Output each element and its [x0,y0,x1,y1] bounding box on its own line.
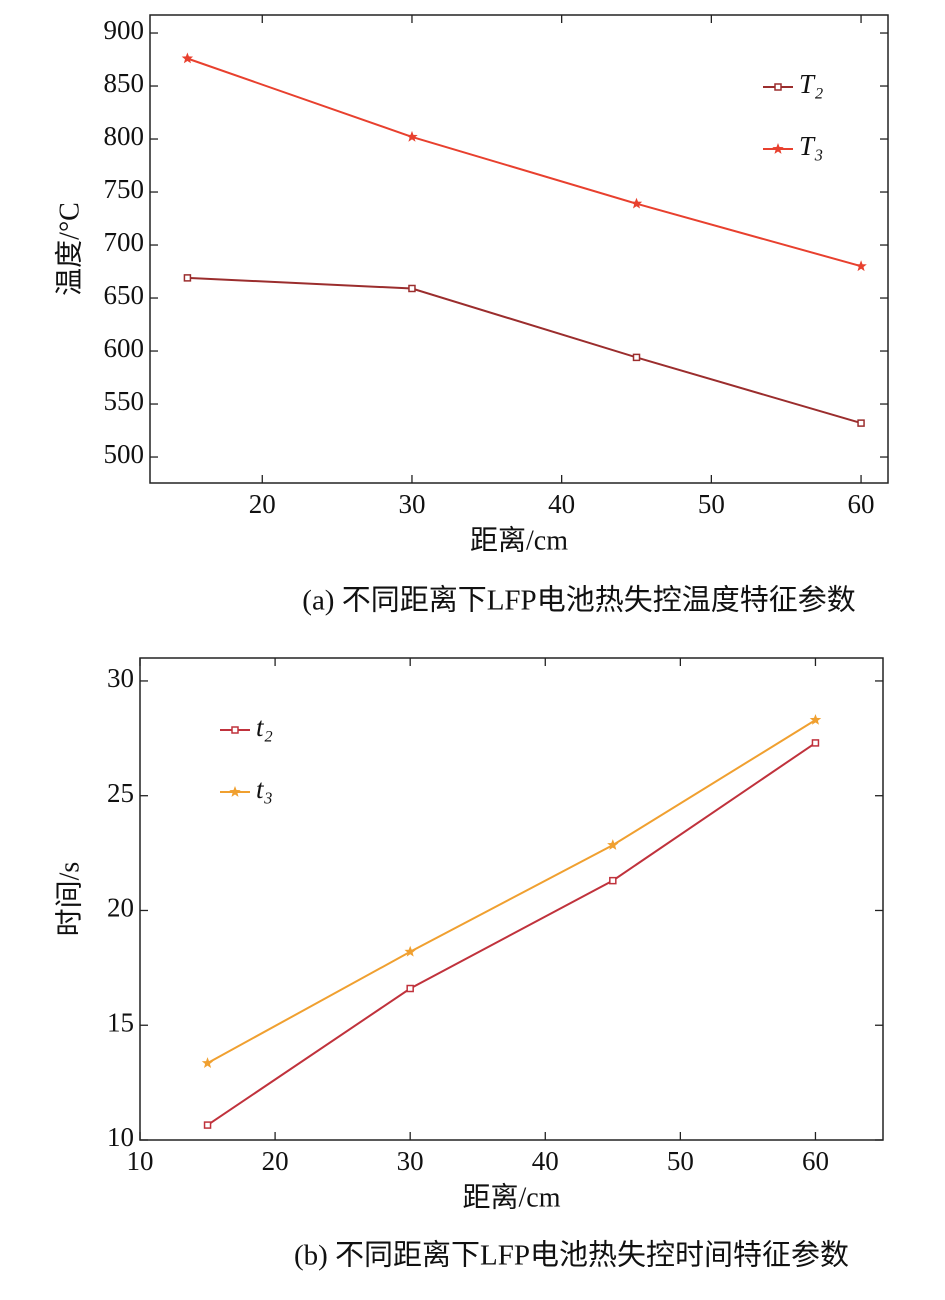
plot-frame [139,657,884,1141]
series-line [206,742,817,1126]
y-axis-label: 时间/s [53,862,85,937]
star-marker [855,260,867,272]
square-marker [406,984,414,993]
x-tick-label: 20 [262,1146,289,1176]
star-marker [404,945,416,957]
square-marker [183,274,192,282]
y-tick-label: 850 [104,68,145,98]
legend-marker [774,83,782,91]
y-tick-label: 700 [104,227,145,257]
x-tick-label: 30 [397,1146,424,1176]
x-tick-label: 40 [548,489,575,519]
x-axis-label: 距离/cm [463,1181,561,1213]
y-tick-label: 15 [107,1007,134,1037]
square-marker [811,739,820,747]
star-marker [201,1057,214,1068]
square-marker [408,284,416,293]
y-tick-label: 500 [104,439,145,469]
y-tick-label: 650 [104,280,145,310]
star-marker [406,130,418,142]
x-axis-label: 距离/cm [470,524,568,556]
caption: (b) 不同距离下LFP电池热失控时间特征参数 [294,1239,849,1272]
y-tick-label: 900 [104,15,145,45]
series-line [187,57,862,268]
legend-label: T₂ [799,69,823,99]
star-marker [607,839,619,850]
x-tick-label: 40 [532,1146,559,1176]
square-marker [632,353,641,362]
x-tick-label: 60 [848,489,875,519]
y-tick-label: 25 [107,778,134,808]
y-tick-label: 550 [104,386,145,416]
caption: (a) 不同距离下LFP电池热失控温度特征参数 [302,584,855,617]
x-tick-label: 60 [802,1146,829,1176]
legend-label: T₃ [799,131,823,161]
x-tick-label: 30 [398,489,425,519]
star-marker [630,197,643,209]
legend-marker [772,143,784,154]
x-tick-label: 50 [698,489,725,519]
square-marker [609,876,617,885]
square-marker [203,1121,212,1129]
legend-label: t₂ [256,712,273,742]
y-axis-label: 温度/°C [53,202,85,296]
x-tick-label: 10 [127,1146,154,1176]
y-tick-label: 750 [104,174,145,204]
star-marker [809,714,822,725]
y-tick-label: 600 [104,333,145,363]
legend-marker [229,786,241,797]
legend-label: t₃ [256,774,273,804]
series-line [187,276,862,425]
x-tick-label: 50 [667,1146,694,1176]
x-tick-label: 20 [249,489,276,519]
legend-marker [231,726,239,734]
series-line [207,719,817,1064]
star-marker [181,52,194,64]
y-tick-label: 10 [107,1122,134,1152]
square-marker [857,419,865,427]
y-tick-label: 800 [104,121,145,151]
plot-frame [149,14,889,484]
y-tick-label: 30 [107,663,134,693]
y-tick-label: 20 [107,893,134,923]
